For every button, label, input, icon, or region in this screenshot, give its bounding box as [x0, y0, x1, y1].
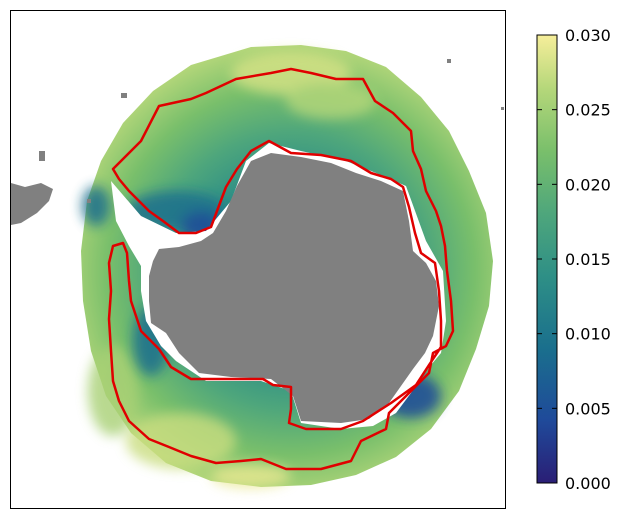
high-value-patches	[88, 51, 376, 488]
colorbar: 0.000 0.005 0.010 0.015 0.020 0.025 0.030	[536, 26, 611, 493]
colorbar-tick-label: 0.025	[565, 101, 611, 120]
polar-map	[11, 45, 504, 488]
colorbar-tick-label: 0.010	[565, 325, 611, 344]
map-panel	[10, 10, 506, 509]
colorbar-tick-label: 0.005	[565, 399, 611, 418]
antarctica-land	[149, 153, 439, 423]
outer-contour-line	[107, 67, 455, 471]
colorbar-tick-label: 0.020	[565, 175, 611, 194]
colorbar-tick-label: 0.030	[565, 26, 611, 45]
colorbar-ticks: 0.000 0.005 0.010 0.015 0.020 0.025 0.030	[537, 26, 611, 493]
colorbar-tick-label: 0.015	[565, 250, 611, 269]
land-fragments	[11, 59, 504, 225]
colorbar-tick-label: 0.000	[565, 474, 611, 493]
